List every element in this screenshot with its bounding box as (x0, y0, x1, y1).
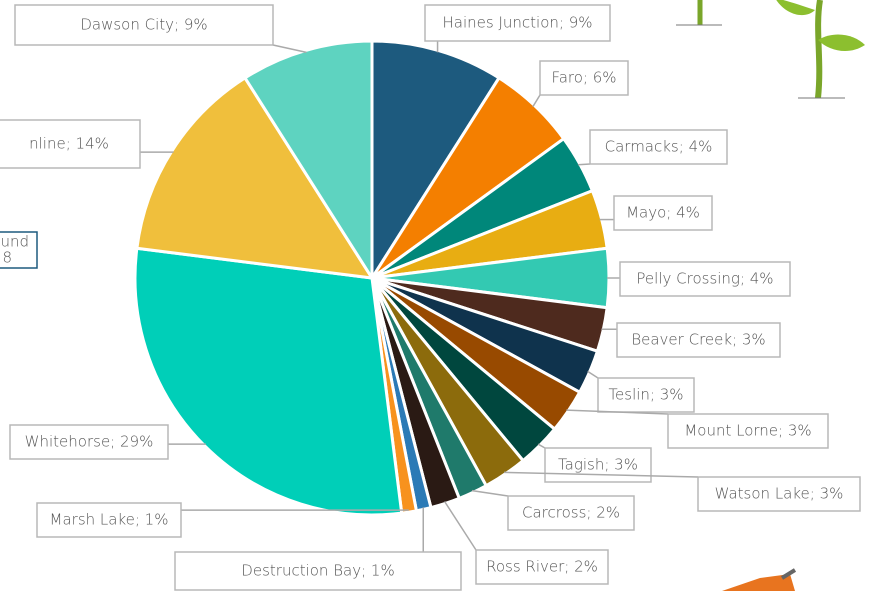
data-label: Carmacks; 4% (605, 138, 713, 156)
pie (135, 41, 609, 515)
data-label: Marsh Lake; 1% (50, 511, 169, 529)
leader-line (578, 164, 590, 165)
leader-line (533, 95, 540, 107)
data-label: Ross River; 2% (486, 558, 598, 576)
data-label: Haines Junction; 9% (443, 14, 593, 32)
data-label: Destruction Bay; 1% (241, 562, 394, 580)
leader-line (445, 501, 476, 550)
leader-line (472, 491, 508, 496)
plant-decoration (676, 0, 865, 98)
annotation-text: 8 (2, 249, 12, 267)
data-label: Whitehorse; 29% (25, 433, 154, 451)
data-label: Dawson City; 9% (80, 16, 207, 34)
data-label: nline; 14% (29, 135, 109, 153)
data-label: Carcross; 2% (522, 504, 620, 522)
data-label: Beaver Creek; 3% (631, 331, 765, 349)
data-label: Mayo; 4% (626, 204, 700, 222)
leader-line (273, 45, 306, 52)
annotation: und 8 (0, 232, 37, 268)
pie-slice (135, 248, 402, 515)
chart: Haines Junction; 9% Faro; 6% Carmacks; 4% M… (0, 0, 876, 591)
pencil-decoration (722, 570, 795, 591)
data-label: Tagish; 3% (558, 456, 638, 474)
data-label: Watson Lake; 3% (715, 485, 844, 503)
data-label: Mount Lorne; 3% (684, 422, 811, 440)
data-label: Faro; 6% (551, 69, 616, 87)
data-label: Pelly Crossing; 4% (636, 270, 773, 288)
data-label: Teslin; 3% (608, 386, 683, 404)
